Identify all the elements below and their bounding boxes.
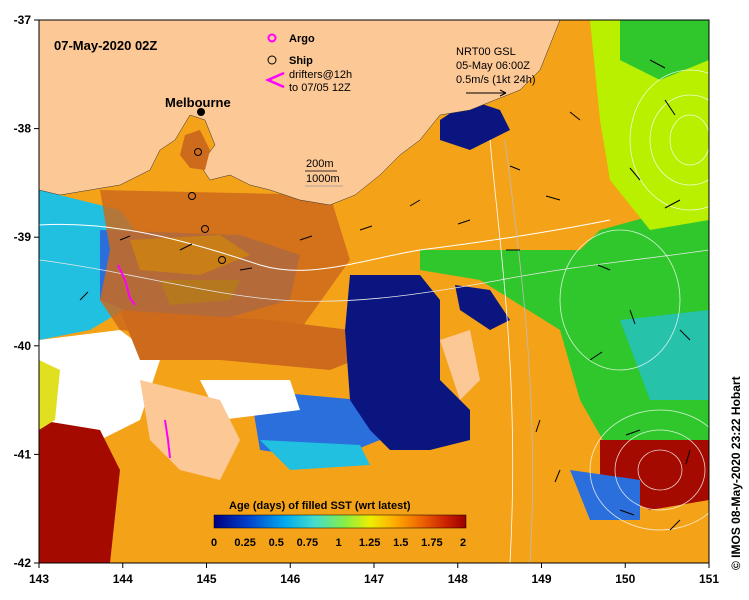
ref-line-2: 05-May 06:00Z <box>456 60 530 72</box>
ship-symbol <box>267 55 277 65</box>
ship-positions <box>188 148 226 264</box>
west-yellow-patch <box>39 360 60 430</box>
city-label: Melbourne <box>165 95 231 110</box>
colorbar-tick-label: 2 <box>460 537 466 549</box>
central-brown-band <box>120 310 380 370</box>
x-tick-label: 148 <box>448 572 468 586</box>
colorbar-tick-label: 1.25 <box>359 537 380 549</box>
x-tick-label: 144 <box>113 572 133 586</box>
colorbar-title: Age (days) of filled SST (wrt latest) <box>229 500 411 512</box>
x-tick-label: 143 <box>29 572 49 586</box>
y-tick-label: -39 <box>14 230 32 244</box>
current-arrows <box>79 59 691 531</box>
x-tick-label: 151 <box>699 572 719 586</box>
colorbar-tick-label: 0.5 <box>269 537 284 549</box>
credit-label: © IMOS 08-May-2020 23:22 Hobart <box>729 376 743 570</box>
isobath-label-1000: 1000m <box>306 173 340 185</box>
west-white-region <box>39 330 160 440</box>
y-tick-label: -37 <box>14 13 32 27</box>
drifter-tracks <box>117 264 171 459</box>
isobath-label-200: 200m <box>306 158 334 170</box>
y-tick-label: -40 <box>14 339 32 353</box>
isobath-200m <box>39 219 611 271</box>
southeast-blue <box>570 470 640 520</box>
y-axis-ticks: -37 -38 -39 -40 -41 -42 <box>14 13 39 570</box>
x-axis-ticks: 143 144 145 146 147 148 149 150 151 <box>29 563 719 586</box>
isobath-1000m <box>39 249 709 302</box>
colorbar-tick-label: 0.25 <box>234 537 255 549</box>
colorbar-ticks: 0 0.25 0.5 0.75 1 1.25 1.5 1.75 2 <box>211 537 466 549</box>
melbourne-marker <box>197 108 205 116</box>
colorbar-tick-label: 0.75 <box>297 537 318 549</box>
northeast-green <box>620 20 709 80</box>
colorbar-strip <box>213 514 467 529</box>
ship-label: Ship <box>289 55 313 67</box>
y-tick-label: -41 <box>14 447 32 461</box>
tasmania-land <box>140 380 240 480</box>
east-lime-region <box>590 20 709 230</box>
x-tick-label: 149 <box>531 572 551 586</box>
flinders-land <box>440 330 480 400</box>
ref-line-1: NRT00 GSL <box>456 46 516 58</box>
x-tick-label: 145 <box>196 572 216 586</box>
argo-label: Argo <box>289 33 315 45</box>
south-cyan-strip <box>260 440 370 470</box>
x-tick-label: 146 <box>280 572 300 586</box>
east-cyan-patch <box>620 310 709 400</box>
y-tick-label: -38 <box>14 122 32 136</box>
map-title: 07-May-2020 02Z <box>54 38 157 53</box>
map-field <box>39 20 709 563</box>
tasmania-dark-red <box>39 420 120 563</box>
y-tick-label: -42 <box>14 556 32 570</box>
x-tick-label: 150 <box>615 572 635 586</box>
colorbar-tick-label: 1.5 <box>393 537 408 549</box>
east-green-region <box>420 200 709 470</box>
colorbar-tick-label: 1.75 <box>421 537 442 549</box>
ref-arrow-head <box>499 89 507 97</box>
navy-cold-patch <box>345 275 470 450</box>
isobath-east-1 <box>489 139 514 563</box>
reference-vector: NRT00 GSL 05-May 06:00Z 0.5m/s (1kt 24h) <box>456 46 535 97</box>
colorbar-tick-label: 0 <box>211 537 217 549</box>
navy-strip-east <box>455 285 510 330</box>
platform-legend: Argo Ship drifters@12h to 07/05 12Z <box>264 33 352 94</box>
isobath-east-2 <box>504 139 534 563</box>
drifters-label-2: to 07/05 12Z <box>289 82 351 94</box>
argo-symbol <box>267 33 277 43</box>
eddy-contours <box>559 69 709 531</box>
drifters-label-1: drifters@12h <box>289 69 352 81</box>
drifter-symbol <box>264 71 285 89</box>
colorbar-tick-label: 1 <box>335 537 341 549</box>
x-tick-label: 147 <box>364 572 384 586</box>
bass-strait-brown <box>100 190 350 340</box>
ref-line-3: 0.5m/s (1kt 24h) <box>456 74 535 86</box>
navy-north-patch <box>440 100 510 150</box>
